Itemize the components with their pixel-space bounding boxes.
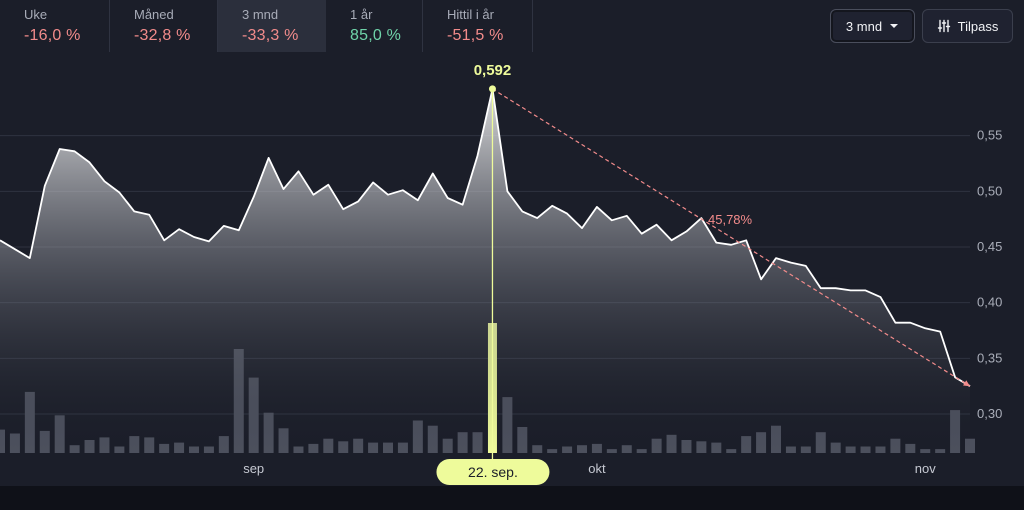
y-tick-label: 0,30 xyxy=(977,406,1002,421)
highlight-value: 0,592 xyxy=(474,62,512,79)
period-change-value: 85,0 % xyxy=(350,27,402,44)
period-label: Uke xyxy=(24,7,48,22)
y-tick-label: 0,50 xyxy=(977,183,1002,198)
x-axis: sep okt nov xyxy=(243,461,936,476)
customize-button[interactable]: Tilpass xyxy=(922,9,1013,43)
bottom-bar xyxy=(0,486,1024,510)
x-tick-label: okt xyxy=(588,461,606,476)
price-area xyxy=(0,88,970,454)
trend-arrow-head xyxy=(963,380,970,387)
period-performance-bar: Uke -16,0 % Måned -32,8 % 3 mnd -33,3 % 1 år 85… xyxy=(0,0,533,52)
price-chart[interactable]: 0,55 0,50 0,45 0,40 0,35 0,30 sep okt nov 45,78… xyxy=(0,0,1024,486)
period-label: Måned xyxy=(134,7,174,22)
period-tab-0[interactable]: Uke -16,0 % xyxy=(0,0,110,52)
caret-down-icon xyxy=(890,24,899,28)
customize-label: Tilpass xyxy=(957,18,999,34)
trend-change-label: 45,78% xyxy=(708,212,753,227)
period-label: 1 år xyxy=(350,7,373,22)
period-change-value: -32,8 % xyxy=(134,27,191,44)
price-line xyxy=(0,88,971,387)
highlight-overlay: 45,78% 0,592 22. sep. xyxy=(436,62,971,485)
period-label: Hittil i år xyxy=(447,7,494,22)
y-tick-label: 0,45 xyxy=(977,239,1002,254)
period-change-value: -33,3 % xyxy=(242,27,299,44)
highlight-date: 22. sep. xyxy=(468,464,518,480)
y-tick-label: 0,55 xyxy=(977,128,1002,143)
period-label: 3 mnd xyxy=(242,7,279,22)
highlight-point xyxy=(488,85,496,93)
period-change-value: -16,0 % xyxy=(24,27,81,44)
x-tick-label: sep xyxy=(243,461,264,476)
period-tab-3[interactable]: 1 år 85,0 % xyxy=(326,0,423,52)
date-pill xyxy=(436,459,550,485)
period-tab-1[interactable]: Måned -32,8 % xyxy=(110,0,218,52)
range-dropdown-button[interactable]: 3 mnd xyxy=(830,9,915,43)
sliders-icon xyxy=(937,19,950,33)
trend-line xyxy=(492,88,971,387)
y-tick-label: 0,35 xyxy=(977,350,1002,365)
period-tab-2[interactable]: 3 mnd -33,3 % xyxy=(218,0,326,52)
range-dropdown-label: 3 mnd xyxy=(845,18,883,34)
x-tick-label: nov xyxy=(915,461,936,476)
y-tick-label: 0,40 xyxy=(977,295,1002,310)
y-axis: 0,55 0,50 0,45 0,40 0,35 0,30 xyxy=(977,128,1002,421)
period-change-value: -51,5 % xyxy=(447,27,504,44)
period-tab-4[interactable]: Hittil i år -51,5 % xyxy=(423,0,533,52)
